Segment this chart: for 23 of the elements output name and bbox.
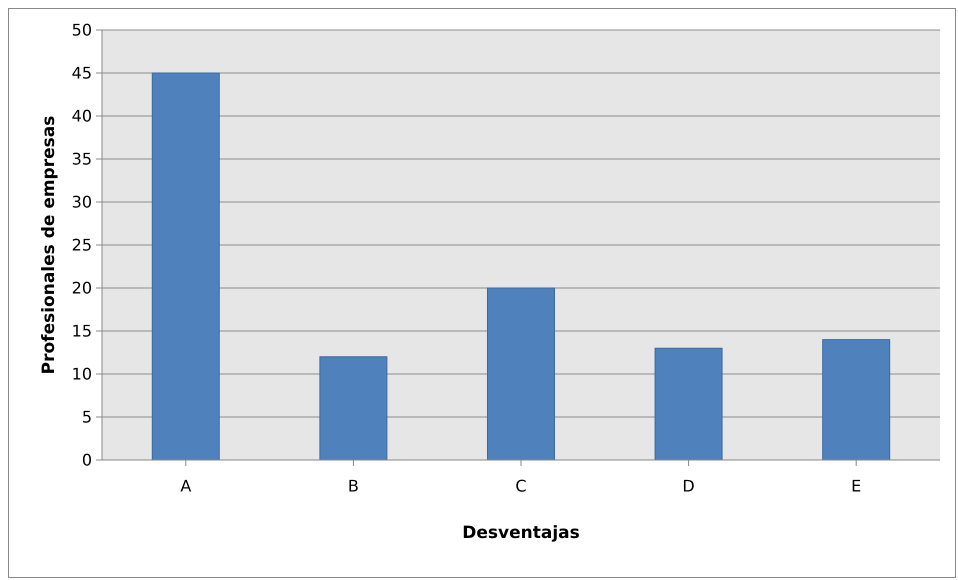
y-tick-label: 50 bbox=[72, 20, 92, 40]
bar bbox=[152, 72, 220, 460]
y-tick-label: 5 bbox=[82, 408, 92, 427]
y-tick-label: 15 bbox=[72, 322, 92, 341]
bar bbox=[319, 356, 388, 460]
bar bbox=[822, 339, 890, 460]
y-axis-title: Profesionales de empresas bbox=[39, 116, 60, 374]
x-tick-label: E bbox=[851, 476, 862, 496]
bar bbox=[654, 348, 723, 460]
x-axis-title: Desventajas bbox=[462, 523, 580, 543]
x-tick-label: B bbox=[348, 476, 359, 496]
y-tick-label: 30 bbox=[72, 192, 92, 212]
y-tick-label: 40 bbox=[72, 106, 92, 126]
x-tick-label: D bbox=[682, 476, 695, 496]
y-tick-label: 35 bbox=[72, 150, 92, 169]
y-tick-label: 20 bbox=[72, 278, 92, 298]
x-tick-label: A bbox=[180, 476, 192, 496]
y-tick-label: 0 bbox=[82, 450, 92, 470]
x-tick-label: C bbox=[515, 476, 527, 496]
y-tick-label: 25 bbox=[72, 236, 92, 255]
y-tick-label: 10 bbox=[72, 364, 92, 384]
bar bbox=[486, 288, 555, 460]
y-tick-label: 45 bbox=[72, 64, 92, 83]
